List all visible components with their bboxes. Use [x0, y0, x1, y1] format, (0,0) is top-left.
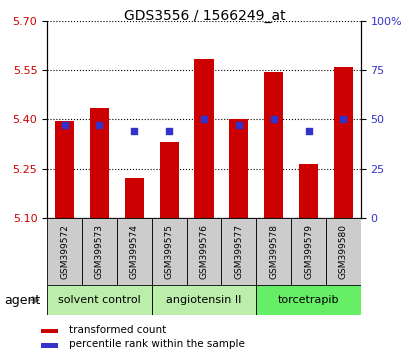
Bar: [229, 119, 248, 218]
Bar: [298, 164, 317, 218]
Point: [200, 116, 207, 122]
Point: [339, 116, 346, 122]
Bar: [256, 285, 360, 315]
Point: [131, 129, 137, 134]
Bar: [151, 218, 186, 285]
Bar: [124, 178, 144, 218]
Bar: [263, 72, 283, 218]
Text: GSM399576: GSM399576: [199, 224, 208, 279]
Text: GSM399578: GSM399578: [269, 224, 277, 279]
Text: GSM399572: GSM399572: [60, 224, 69, 279]
Bar: [325, 218, 360, 285]
Bar: [159, 142, 178, 218]
Text: GDS3556 / 1566249_at: GDS3556 / 1566249_at: [124, 9, 285, 23]
Bar: [47, 285, 151, 315]
Text: agent: agent: [4, 293, 40, 307]
Text: angiotensin II: angiotensin II: [166, 295, 241, 305]
Bar: [41, 343, 58, 348]
Bar: [55, 121, 74, 218]
Text: solvent control: solvent control: [58, 295, 140, 305]
Bar: [47, 218, 82, 285]
Text: GSM399580: GSM399580: [338, 224, 347, 279]
Point: [270, 116, 276, 122]
Bar: [221, 218, 256, 285]
Bar: [117, 218, 151, 285]
Bar: [256, 218, 290, 285]
Point: [96, 122, 103, 128]
Bar: [90, 108, 109, 218]
Text: GSM399573: GSM399573: [95, 224, 103, 279]
Point: [61, 122, 68, 128]
Text: torcetrapib: torcetrapib: [277, 295, 339, 305]
Point: [305, 129, 311, 134]
Text: transformed count: transformed count: [69, 325, 166, 335]
Bar: [82, 218, 117, 285]
Point: [235, 122, 242, 128]
Text: GSM399574: GSM399574: [130, 224, 138, 279]
Bar: [333, 67, 352, 218]
Bar: [194, 59, 213, 218]
Text: percentile rank within the sample: percentile rank within the sample: [69, 339, 244, 349]
Text: GSM399577: GSM399577: [234, 224, 243, 279]
Bar: [151, 285, 256, 315]
Point: [166, 129, 172, 134]
Bar: [290, 218, 325, 285]
Bar: [41, 329, 58, 333]
Bar: [186, 218, 221, 285]
Text: GSM399575: GSM399575: [164, 224, 173, 279]
Text: GSM399579: GSM399579: [303, 224, 312, 279]
